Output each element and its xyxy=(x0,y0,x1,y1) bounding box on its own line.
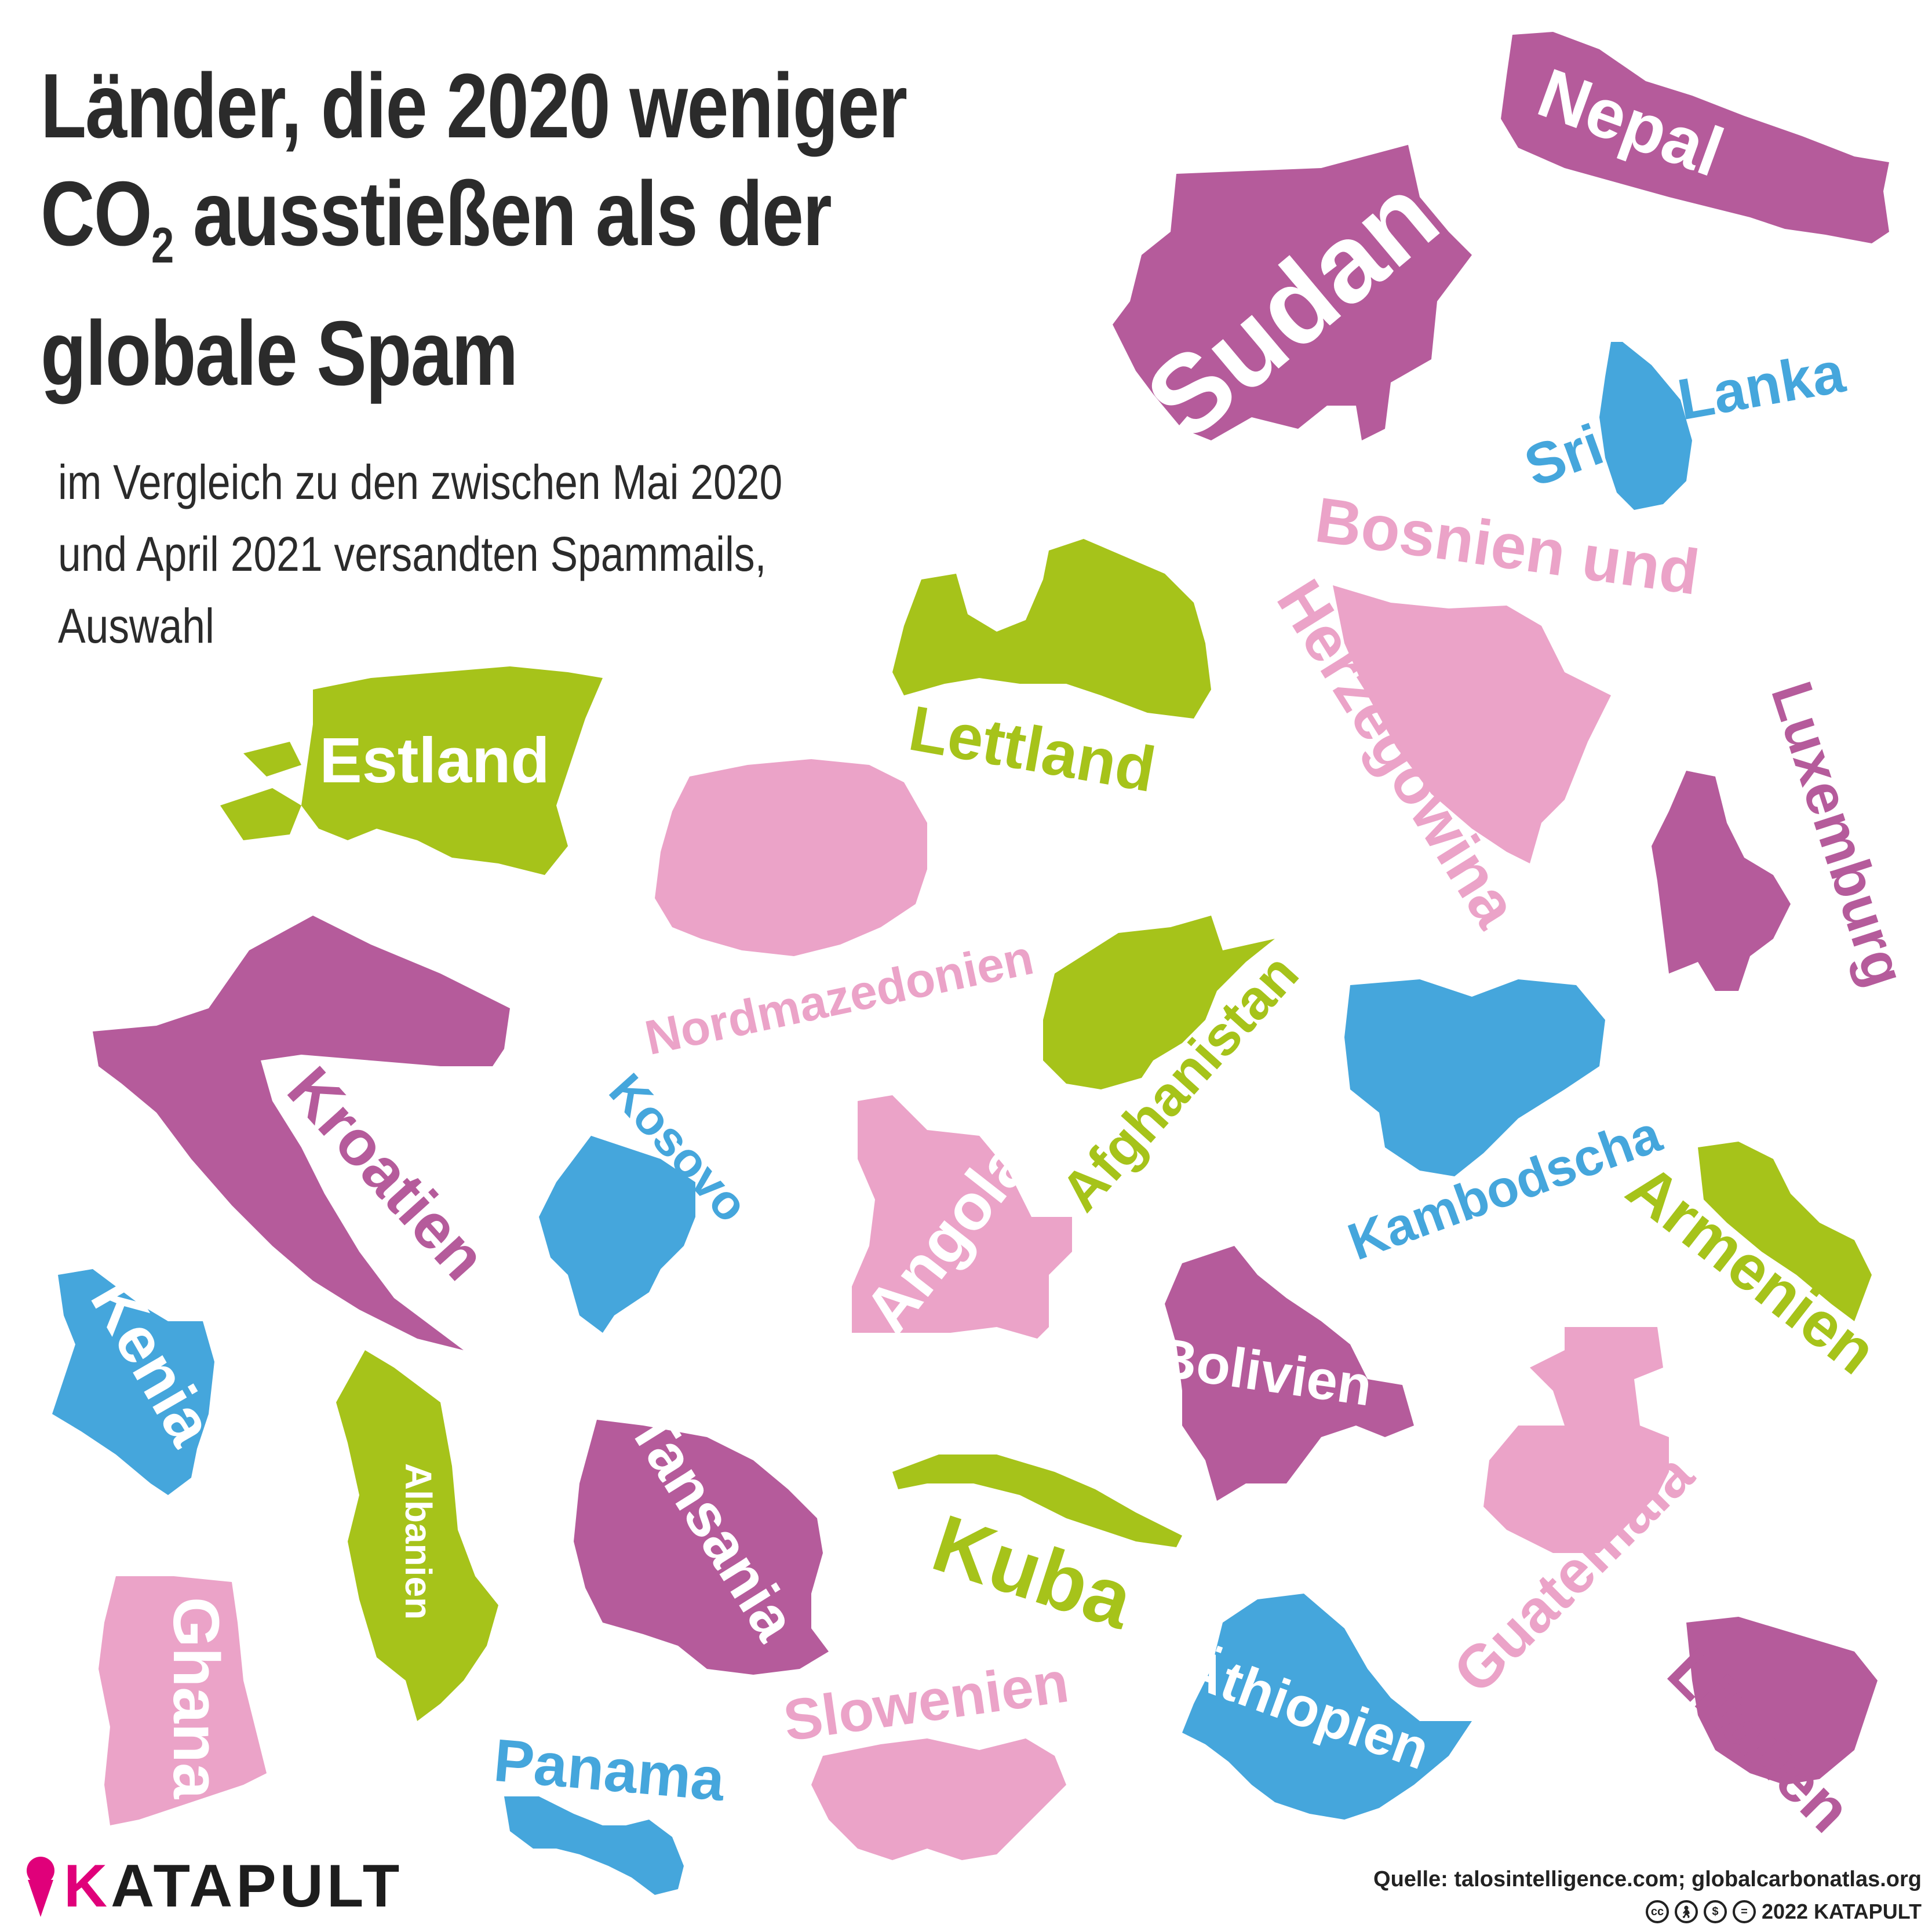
nepal-shape xyxy=(1501,32,1889,243)
country-albanien: Albanien xyxy=(336,1350,498,1721)
source-note: Quelle: talosintelligence.com; globalcar… xyxy=(1373,1867,1922,1891)
sri-lanka-shape xyxy=(1599,342,1692,510)
nordmazedonien-label: Nordmazedonien xyxy=(640,929,1038,1065)
kenia-shape xyxy=(52,1269,214,1495)
tansania-shape xyxy=(574,1420,829,1675)
guatemala-shape xyxy=(1483,1327,1669,1553)
litauen-shape xyxy=(1686,1617,1878,1785)
country-kosovo: Kosovo xyxy=(539,1063,759,1333)
country-bolivien: Bolivien xyxy=(1153,1246,1414,1501)
country-litauen: Litauen xyxy=(1654,1617,1878,1846)
country-slowenien: Slowenien xyxy=(779,1649,1073,1860)
lettland-label: Lettland xyxy=(904,692,1161,805)
estland-islands-shape xyxy=(220,742,301,840)
logo-text: KATAPULT xyxy=(64,1852,403,1921)
title-line-2: CO2 ausstießen als der xyxy=(41,160,943,300)
ghana-label: Ghana xyxy=(160,1597,232,1799)
armenien-shape xyxy=(1698,1142,1872,1321)
subtitle-line-2: und April 2021 versandten Spammails, xyxy=(58,527,767,581)
bosnia-shape xyxy=(1333,585,1611,863)
country-kuba: Kuba xyxy=(892,1455,1182,1646)
subtitle-line-1: im Vergleich zu den zwischen Mai 2020 xyxy=(58,455,783,509)
country-angola: Angola xyxy=(850,1095,1072,1346)
subtitle: im Vergleich zu den zwischen Mai 2020 un… xyxy=(58,446,895,662)
subtitle-line-3: Auswahl xyxy=(58,599,214,653)
country-bosnia: Bosnien und Herzegowina xyxy=(1263,484,1704,939)
panama-shape xyxy=(504,1796,684,1895)
country-estland: Estland xyxy=(220,666,603,875)
nordmazedonien-shape xyxy=(655,759,927,956)
title-rest: ausstießen als der xyxy=(173,163,832,265)
aethiopien-shape xyxy=(1182,1594,1472,1820)
sri-label: Sri xyxy=(1517,412,1612,500)
country-kambodscha: Kambodscha xyxy=(1341,979,1669,1271)
country-afghanistan: Afghanistan xyxy=(1043,916,1310,1223)
ghana-shape xyxy=(99,1576,267,1825)
title-co: CO xyxy=(41,163,152,265)
country-aethiopien: Äthiopien xyxy=(1175,1594,1472,1820)
title-line-1: Länder, die 2020 weniger xyxy=(41,55,907,157)
kroatien-shape xyxy=(93,916,510,1350)
ice-cream-icon xyxy=(27,1857,54,1917)
estland-shape xyxy=(301,666,603,875)
page-title: Länder, die 2020 weniger CO2 ausstießen … xyxy=(41,52,943,407)
albanien-label: Albanien xyxy=(398,1463,439,1620)
luxemburg-label: Luxemburg xyxy=(1759,674,1918,994)
country-ghana: Ghana xyxy=(99,1576,267,1825)
kosovo-shape xyxy=(539,1136,695,1333)
country-guatemala: Guatemala xyxy=(1441,1327,1707,1706)
country-panama: Panama xyxy=(491,1727,728,1895)
lettland-shape xyxy=(892,539,1211,719)
logo-k: K xyxy=(64,1852,111,1920)
country-tansania: Tansania xyxy=(574,1398,829,1675)
slowenien-shape xyxy=(811,1738,1066,1860)
nc-icon: $ xyxy=(1703,1900,1727,1923)
kambodscha-shape xyxy=(1344,979,1605,1176)
luxemburg-shape xyxy=(1652,771,1791,991)
nd-icon: = xyxy=(1732,1900,1756,1923)
title-line-3: globale Spam xyxy=(41,302,518,404)
country-lettland: Lettland xyxy=(892,539,1211,805)
lanka-label: Lanka xyxy=(1673,340,1850,433)
country-sudan: Sudan xyxy=(1113,145,1472,463)
albanien-shape xyxy=(336,1350,498,1721)
bolivien-shape xyxy=(1165,1246,1414,1501)
country-nepal: Nepal xyxy=(1501,32,1889,243)
angola-shape xyxy=(852,1095,1072,1339)
katapult-logo: KATAPULT xyxy=(23,1851,403,1921)
kuba-shape xyxy=(892,1455,1182,1547)
country-kenia: Kenia xyxy=(52,1267,228,1495)
estland-label: Estland xyxy=(319,725,549,796)
logo-rest: ATAPULT xyxy=(111,1852,403,1920)
license-row: cc 🚶︎ $ = 2022 KATAPULT xyxy=(1645,1900,1922,1924)
copyright-text: 2022 KATAPULT xyxy=(1761,1900,1922,1923)
sudan-shape xyxy=(1113,145,1472,440)
afghanistan-shape xyxy=(1043,916,1275,1089)
slowenien-label: Slowenien xyxy=(779,1649,1072,1754)
title-subscript: 2 xyxy=(151,218,174,274)
country-sri-lanka: Sri Lanka xyxy=(1517,340,1850,510)
country-nordmazedonien: Nordmazedonien xyxy=(640,759,1038,1065)
cc-icon: cc xyxy=(1645,1900,1669,1923)
by-icon: 🚶︎ xyxy=(1674,1900,1698,1923)
country-luxemburg: Luxemburg xyxy=(1652,674,1918,994)
country-kroatien: Kroatien xyxy=(93,916,510,1350)
